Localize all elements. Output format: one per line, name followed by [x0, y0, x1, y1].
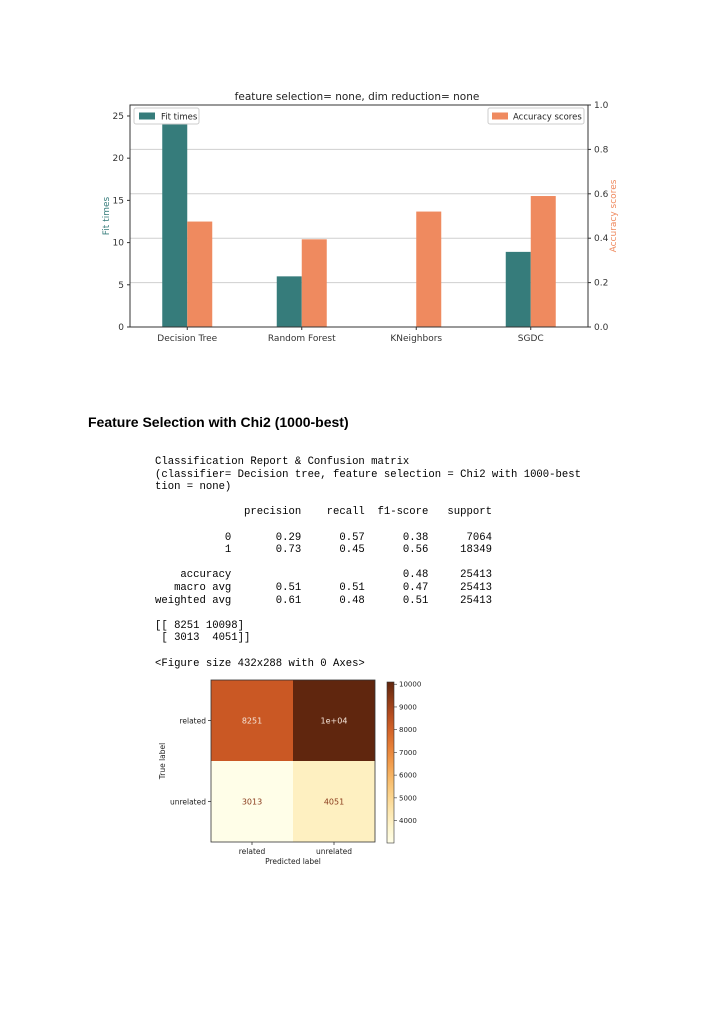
matrix-cell-value: 1e+04	[321, 717, 348, 726]
colorbar-tick-label: 9000	[399, 703, 417, 711]
row-label: related	[179, 717, 206, 726]
y-axis-label: True label	[158, 743, 167, 780]
matrix-frame	[210, 679, 376, 843]
colorbar-tick-label: 6000	[399, 772, 417, 780]
row-label: unrelated	[170, 798, 206, 807]
y-tick-label-left: 5	[118, 281, 124, 291]
matrix-cell-value: 4051	[324, 798, 344, 807]
fit-time-bar	[276, 276, 302, 327]
y-axis-label-left: Fit times	[102, 196, 112, 235]
colorbar	[386, 681, 395, 844]
y-axis-label-right: Accuracy scores	[609, 179, 619, 252]
matrix-cell	[293, 761, 375, 842]
y-tick-label-left: 20	[113, 154, 125, 164]
matrix-cell	[211, 680, 293, 761]
colorbar-tick-label: 7000	[399, 749, 417, 757]
y-tick-label-right: 0.4	[594, 234, 609, 244]
bar-chart: Decision Tree Random Forest KNeighbors SGDC…	[102, 91, 619, 344]
matrix-cell	[293, 680, 375, 761]
accuracy-bar	[187, 221, 213, 327]
legend-label: Fit times	[161, 113, 198, 123]
x-tick-label: Random Forest	[268, 334, 336, 344]
col-label: related	[239, 847, 266, 856]
x-tick-label: Decision Tree	[157, 334, 217, 344]
y-tick-label-left: 10	[113, 239, 125, 249]
colorbar-tick-label: 10000	[399, 681, 421, 689]
colorbar-tick-label: 8000	[399, 726, 417, 734]
y-tick-label-left: 0	[118, 323, 124, 333]
y-tick-label-right: 0.2	[594, 279, 608, 289]
y-tick-label-right: 1.0	[594, 101, 609, 111]
y-tick-label-left: 15	[113, 196, 124, 206]
x-tick-label: SGDC	[518, 334, 544, 344]
colorbar-tick-label: 5000	[399, 794, 417, 802]
fit-time-bar	[162, 115, 188, 328]
y-tick-label-right: 0.0	[594, 323, 609, 333]
chart-title: feature selection= none, dim reduction= …	[235, 91, 480, 103]
y-tick-label-left: 25	[113, 112, 124, 122]
x-axis-label: Predicted label	[265, 857, 321, 866]
legend-swatch	[139, 112, 155, 120]
legend-fit-times: Fit times	[133, 107, 200, 125]
plot-frame	[129, 104, 589, 328]
legend-accuracy-scores: Accuracy scores	[487, 107, 585, 125]
colorbar-tick-label: 4000	[399, 817, 417, 825]
accuracy-bar	[301, 239, 327, 327]
legend-label: Accuracy scores	[513, 113, 582, 123]
section-heading: Feature Selection with Chi2 (1000-best)	[88, 414, 349, 430]
y-tick-label-right: 0.6	[594, 190, 609, 200]
accuracy-bar	[416, 211, 442, 327]
fit-time-bar	[505, 251, 531, 327]
matrix-cell	[211, 761, 293, 842]
matrix-cell-value: 3013	[242, 798, 262, 807]
matrix-cell-value: 8251	[242, 717, 262, 726]
legend-swatch	[492, 112, 508, 120]
classification-report: Classification Report & Confusion matrix…	[155, 456, 581, 670]
legend-box	[133, 107, 200, 125]
y-tick-label-right: 0.8	[594, 145, 609, 155]
x-tick-label: KNeighbors	[390, 334, 442, 344]
accuracy-bar	[530, 196, 556, 327]
legend-box	[487, 107, 585, 125]
col-label: unrelated	[316, 847, 352, 856]
